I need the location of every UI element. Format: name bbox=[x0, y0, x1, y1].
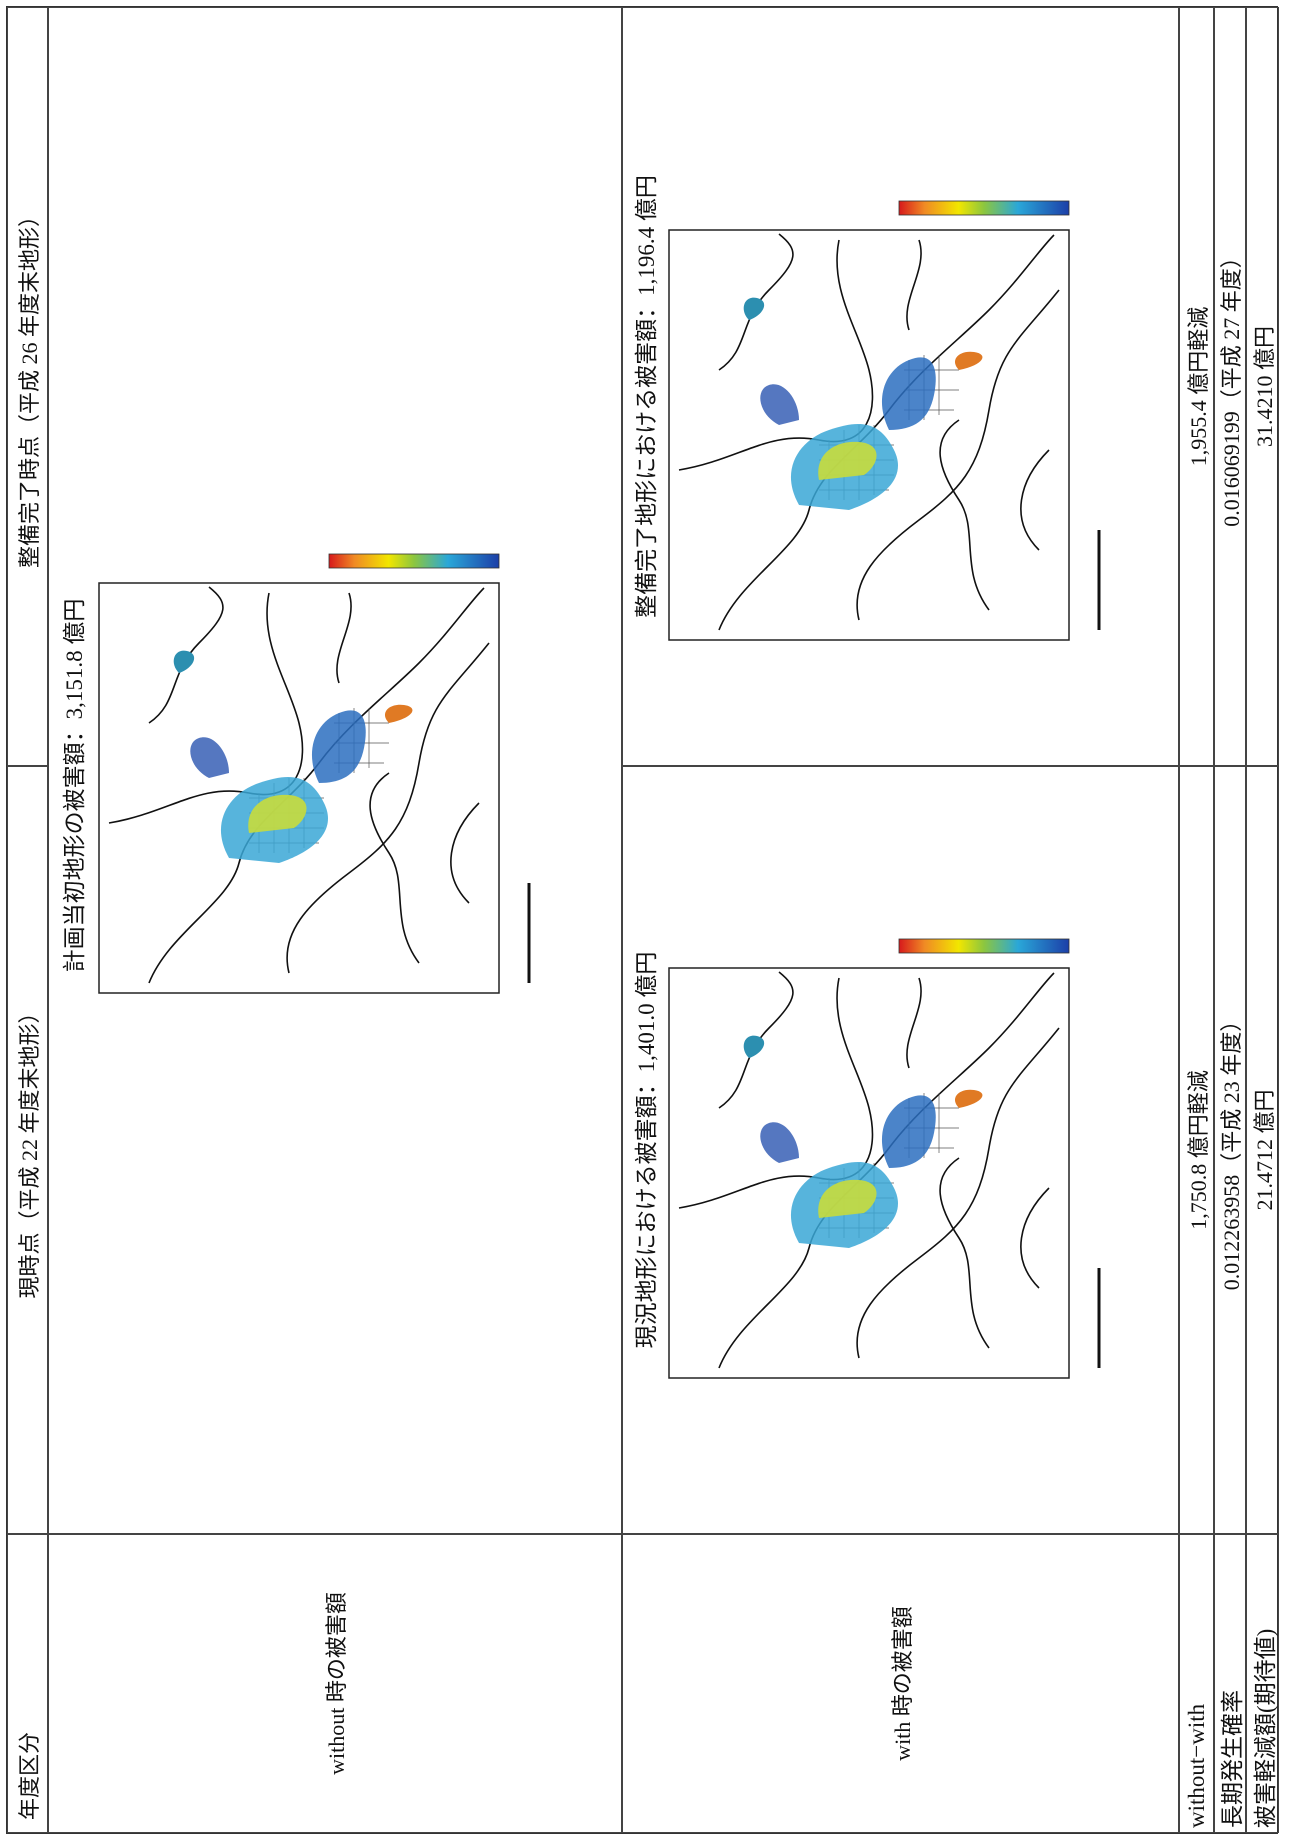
flood-area bbox=[173, 650, 413, 863]
flood-area bbox=[743, 297, 983, 510]
value-cell: 31.4210 億円 bbox=[1246, 7, 1279, 766]
map-figure bbox=[668, 938, 1101, 1379]
header-cell: 整備完了時点（平成 26 年度末地形） bbox=[7, 7, 48, 766]
row-label: 被害軽減額(期待値) bbox=[1246, 1534, 1279, 1833]
map-cell: 現況地形における被害額：1,401.0 億円 bbox=[622, 766, 1179, 1534]
map-figure bbox=[668, 200, 1101, 641]
caption: 整備完了地形における被害額：1,196.4 億円 bbox=[634, 175, 659, 618]
table: 年度区分 現時点（平成 22 年度末地形） 整備完了時点（平成 26 年度末地形… bbox=[6, 6, 1279, 1834]
header-cell: 年度区分 bbox=[7, 1534, 48, 1833]
color-bar bbox=[898, 938, 1070, 954]
header-cell: 現時点（平成 22 年度末地形） bbox=[7, 766, 48, 1534]
row-label: without−with bbox=[1179, 1534, 1214, 1833]
value-cell: 1,750.8 億円軽減 bbox=[1179, 766, 1214, 1534]
color-bar bbox=[328, 553, 500, 569]
map bbox=[659, 190, 1135, 670]
caption: 計画当初地形の被害額：3,151.8 億円 bbox=[62, 598, 87, 973]
map bbox=[89, 543, 565, 1023]
map-figure bbox=[98, 553, 531, 994]
row-label: 長期発生確率 bbox=[1214, 1534, 1246, 1833]
caption: 現況地形における被害額：1,401.0 億円 bbox=[634, 951, 659, 1349]
value-cell: 0.016069199（平成 27 年度） bbox=[1214, 7, 1246, 766]
value-cell: 21.4712 億円 bbox=[1246, 766, 1279, 1534]
row-label: with 時の被害額 bbox=[622, 1534, 1179, 1833]
value-cell: 1,955.4 億円軽減 bbox=[1179, 7, 1214, 766]
row-label: without 時の被害額 bbox=[48, 1534, 622, 1833]
color-bar bbox=[898, 200, 1070, 216]
map bbox=[659, 928, 1135, 1408]
value-cell: 0.012263958（平成 23 年度） bbox=[1214, 766, 1246, 1534]
map-cell: 整備完了地形における被害額：1,196.4 億円 bbox=[622, 7, 1179, 766]
map-cell: 計画当初地形の被害額：3,151.8 億円 bbox=[48, 7, 622, 1534]
flood-area bbox=[743, 1035, 983, 1248]
